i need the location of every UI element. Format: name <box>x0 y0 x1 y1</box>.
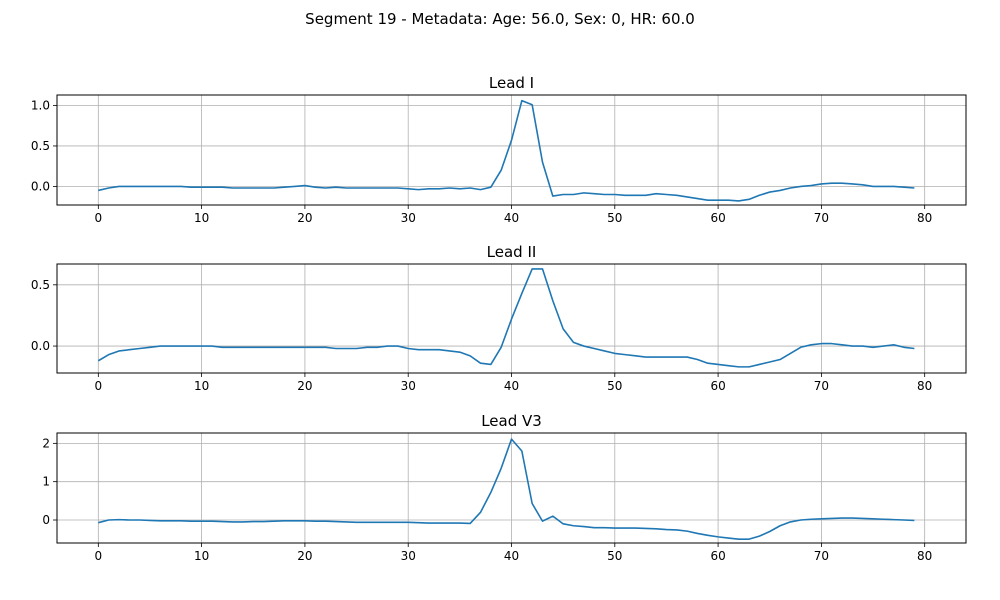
x-tick-label-lead-ii: 20 <box>297 379 312 393</box>
x-tick-label-lead-i: 10 <box>194 211 209 225</box>
x-tick-label-lead-v3: 10 <box>194 549 209 563</box>
x-tick-label-lead-i: 80 <box>917 211 932 225</box>
y-tick-label-lead-ii: 0.0 <box>31 339 50 353</box>
y-tick-label-lead-v3: 0 <box>42 513 50 527</box>
x-tick-label-lead-v3: 0 <box>94 549 102 563</box>
x-tick-label-lead-v3: 40 <box>504 549 519 563</box>
x-tick-label-lead-v3: 60 <box>710 549 725 563</box>
x-tick-label-lead-v3: 30 <box>401 549 416 563</box>
subplot-lead-v3: Lead V3 0 10 20 30 40 50 60 70 80 0 1 2 <box>42 412 967 563</box>
x-tick-label-lead-v3: 20 <box>297 549 312 563</box>
x-tick-label-lead-ii: 40 <box>504 379 519 393</box>
x-tick-label-lead-i: 60 <box>710 211 725 225</box>
y-tick-label-lead-i: 0.0 <box>31 179 50 193</box>
y-tick-label-lead-i: 1.0 <box>31 99 50 113</box>
y-tick-label-lead-v3: 1 <box>42 475 50 489</box>
x-tick-label-lead-ii: 10 <box>194 379 209 393</box>
x-tick-label-lead-ii: 60 <box>710 379 725 393</box>
x-tick-label-lead-i: 50 <box>607 211 622 225</box>
series-line-lead-i <box>98 99 915 202</box>
x-tick-label-lead-ii: 80 <box>917 379 932 393</box>
x-tick-label-lead-ii: 70 <box>814 379 829 393</box>
x-tick-label-lead-i: 40 <box>504 211 519 225</box>
series-line-lead-ii <box>97 268 915 368</box>
x-tick-label-lead-i: 0 <box>94 211 102 225</box>
x-tick-label-lead-ii: 30 <box>401 379 416 393</box>
x-tick-label-lead-ii: 0 <box>94 379 102 393</box>
x-tick-label-lead-v3: 80 <box>917 549 932 563</box>
subplot-title-lead-v3: Lead V3 <box>481 412 542 430</box>
subplot-title-lead-i: Lead I <box>489 74 534 92</box>
y-tick-label-lead-v3: 2 <box>42 436 50 450</box>
series-line-lead-v3 <box>98 438 915 540</box>
figure-suptitle: Segment 19 - Metadata: Age: 56.0, Sex: 0… <box>305 10 695 28</box>
y-tick-label-lead-ii: 0.5 <box>31 278 50 292</box>
subplot-lead-i: Lead I 0 10 20 30 40 50 60 70 80 0.0 0.5 1.0 <box>31 74 967 225</box>
y-tick-label-lead-i: 0.5 <box>31 139 50 153</box>
x-tick-label-lead-i: 20 <box>297 211 312 225</box>
x-tick-label-lead-ii: 50 <box>607 379 622 393</box>
subplot-title-lead-ii: Lead II <box>487 243 537 261</box>
x-tick-label-lead-i: 70 <box>814 211 829 225</box>
x-tick-label-lead-v3: 70 <box>814 549 829 563</box>
subplot-lead-ii: Lead II 0 10 20 30 40 50 60 70 80 0.0 0.5 <box>31 243 967 393</box>
x-tick-label-lead-v3: 50 <box>607 549 622 563</box>
x-tick-label-lead-i: 30 <box>401 211 416 225</box>
